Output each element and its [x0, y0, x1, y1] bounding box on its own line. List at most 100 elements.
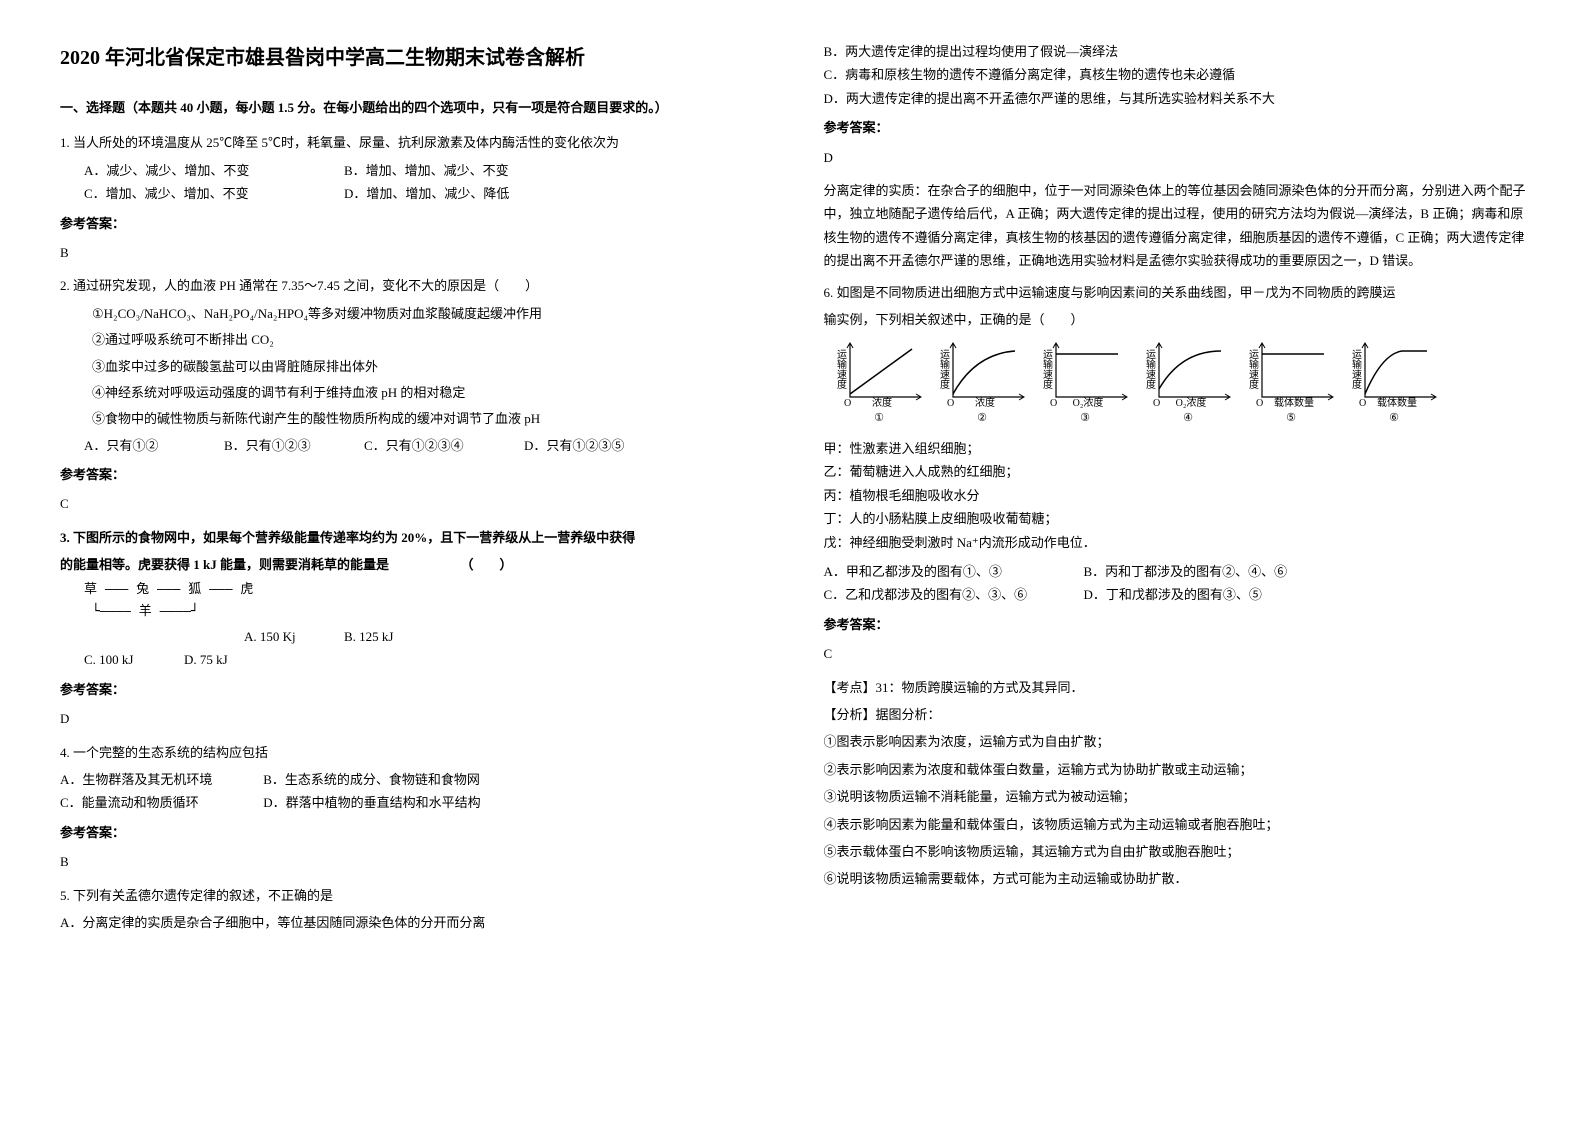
svg-text:运输速度: 运输速度: [1349, 349, 1361, 390]
q3-diagram2: └———— 羊 ————┘: [60, 603, 764, 621]
q2-s1: ①H₂CO₃/NaHCO₃、NaH₂PO₄/Na₂HPO₄等多对缓冲物质对血浆酸…: [84, 302, 764, 325]
q4-opt-a: A．生物群落及其无机环境: [60, 768, 260, 791]
right-column: B．两大遗传定律的提出过程均使用了假说—演绎法 C．病毒和原核生物的遗传不遵循分…: [824, 40, 1528, 1082]
q2-ans: C: [60, 492, 764, 515]
q4-text: 4. 一个完整的生态系统的结构应包括: [60, 741, 764, 764]
q6-fenxi: 【分析】据图分析：: [824, 703, 1528, 726]
ans-label: 参考答案：: [824, 116, 1528, 139]
q6-opt-c: C．乙和戊都涉及的图有②、③、⑥: [824, 583, 1084, 606]
svg-text:O: O: [844, 398, 851, 409]
q3-opt-a: A. 150 Kj: [244, 625, 344, 648]
ans-label: 参考答案：: [824, 613, 1528, 636]
q6-e1: ①图表示影响因素为浓度，运输方式为自由扩散；: [824, 730, 1528, 753]
svg-text:O: O: [1256, 398, 1263, 409]
svg-text:O: O: [1153, 398, 1160, 409]
q6-ans: C: [824, 642, 1528, 665]
q6-kaodian: 【考点】31：物质跨膜运输的方式及其异同．: [824, 676, 1528, 699]
q1-opt-d: D．增加、增加、减少、降低: [344, 182, 544, 205]
q6-e6: ⑥说明该物质运输需要载体，方式可能为主动运输或协助扩散．: [824, 867, 1528, 890]
question-4: 4. 一个完整的生态系统的结构应包括 A．生物群落及其无机环境 B．生态系统的成…: [60, 741, 764, 874]
q6-bing: 丙：植物根毛细胞吸收水分: [824, 484, 1528, 507]
ans-label: 参考答案：: [60, 821, 764, 844]
chart-label: ②: [935, 409, 1030, 429]
question-5: 5. 下列有关孟德尔遗传定律的叙述，不正确的是 A．分离定律的实质是杂合子细胞中…: [60, 884, 764, 935]
ans-label: 参考答案：: [60, 678, 764, 701]
chart-label: ④: [1141, 409, 1236, 429]
ans-label: 参考答案：: [60, 212, 764, 235]
q6-e2: ②表示影响因素为浓度和载体蛋白数量，运输方式为协助扩散或主动运输；: [824, 758, 1528, 781]
q2-text: 2. 通过研究发现，人的血液 PH 通常在 7.35～7.45 之间，变化不大的…: [60, 274, 764, 297]
q5-opt-d: D．两大遗传定律的提出离不开孟德尔严谨的思维，与其所选实验材料关系不大: [824, 87, 1528, 110]
svg-text:运输速度: 运输速度: [1143, 349, 1155, 390]
q6-yi: 乙：葡萄糖进入人成熟的红细胞；: [824, 460, 1528, 483]
q6-opt-a: A．甲和乙都涉及的图有①、③: [824, 560, 1084, 583]
svg-text:运输速度: 运输速度: [1040, 349, 1052, 390]
svg-text:浓度: 浓度: [872, 396, 892, 409]
q5-text: 5. 下列有关孟德尔遗传定律的叙述，不正确的是: [60, 884, 764, 907]
title: 2020 年河北省保定市雄县昝岗中学高二生物期末试卷含解析: [60, 40, 764, 76]
q6-ding: 丁：人的小肠粘膜上皮细胞吸收葡萄糖；: [824, 507, 1528, 530]
question-6: 6. 如图是不同物质进出细胞方式中运输速度与影响因素间的关系曲线图，甲－戊为不同…: [824, 281, 1528, 891]
svg-text:O₂浓度: O₂浓度: [1175, 396, 1206, 409]
q2-s2: ②通过呼吸系统可不断排出 CO₂: [84, 328, 764, 351]
chart-label: ①: [832, 409, 927, 429]
svg-text:O: O: [1359, 398, 1366, 409]
question-2: 2. 通过研究发现，人的血液 PH 通常在 7.35～7.45 之间，变化不大的…: [60, 274, 764, 516]
q6-e5: ⑤表示载体蛋白不影响该物质运输，其运输方式为自由扩散或胞吞胞吐；: [824, 840, 1528, 863]
question-3: 3. 下图所示的食物网中，如果每个营养级能量传递率均约为 20%，且下一营养级从…: [60, 526, 764, 731]
svg-text:浓度: 浓度: [975, 396, 995, 409]
svg-text:载体数量: 载体数量: [1274, 396, 1314, 409]
q6-charts: 运输速度O浓度①运输速度O浓度②运输速度OO₂浓度③运输速度OO₂浓度④运输速度…: [824, 339, 1528, 429]
q1-opt-a: A．减少、减少、增加、不变: [84, 159, 284, 182]
q2-opt-b: B．只有①②③: [224, 434, 364, 457]
q5-opt-b: B．两大遗传定律的提出过程均使用了假说—演绎法: [824, 40, 1528, 63]
chart-3: 运输速度 O O₂浓度③: [1038, 339, 1133, 429]
svg-text:O₂浓度: O₂浓度: [1072, 396, 1103, 409]
q5-opt-a: A．分离定律的实质是杂合子细胞中，等位基因随同源染色体的分开而分离: [60, 911, 764, 934]
svg-text:O: O: [1050, 398, 1057, 409]
q3-opt-c: C. 100 kJ: [84, 648, 184, 671]
q1-text: 1. 当人所处的环境温度从 25℃降至 5℃时，耗氧量、尿量、抗利尿激素及体内酶…: [60, 131, 764, 154]
q6-wu: 戊：神经细胞受刺激时 Na⁺内流形成动作电位．: [824, 531, 1528, 554]
q5-ans: D: [824, 146, 1528, 169]
ans-label: 参考答案：: [60, 463, 764, 486]
chart-1: 运输速度 O 浓度①: [832, 339, 927, 429]
q6-opt-d: D．丁和戊都涉及的图有③、⑤: [1084, 583, 1262, 606]
section-header: 一、选择题（本题共 40 小题，每小题 1.5 分。在每小题给出的四个选项中，只…: [60, 96, 764, 119]
svg-text:O: O: [947, 398, 954, 409]
q2-opt-c: C．只有①②③④: [364, 434, 524, 457]
q3-diagram1: 草 ——— 兔 ——— 狐 ——— 虎: [60, 581, 764, 599]
q6-opt-b: B．丙和丁都涉及的图有②、④、⑥: [1084, 560, 1288, 583]
svg-text:运输速度: 运输速度: [834, 349, 846, 390]
q5-explain: 分离定律的实质：在杂合子的细胞中，位于一对同源染色体上的等位基因会随同源染色体的…: [824, 179, 1528, 273]
svg-text:载体数量: 载体数量: [1377, 396, 1417, 409]
chart-4: 运输速度 O O₂浓度④: [1141, 339, 1236, 429]
q3-ans: D: [60, 707, 764, 730]
question-1: 1. 当人所处的环境温度从 25℃降至 5℃时，耗氧量、尿量、抗利尿激素及体内酶…: [60, 131, 764, 264]
q4-ans: B: [60, 850, 764, 873]
svg-text:运输速度: 运输速度: [937, 349, 949, 390]
chart-6: 运输速度 O 载体数量⑥: [1347, 339, 1442, 429]
q6-jia: 甲：性激素进入组织细胞；: [824, 437, 1528, 460]
chart-label: ③: [1038, 409, 1133, 429]
q2-s3: ③血浆中过多的碳酸氢盐可以由肾脏随尿排出体外: [84, 355, 764, 378]
svg-text:运输速度: 运输速度: [1246, 349, 1258, 390]
q6-e4: ④表示影响因素为能量和载体蛋白，该物质运输方式为主动运输或者胞吞胞吐；: [824, 813, 1528, 836]
q1-ans: B: [60, 241, 764, 264]
left-column: 2020 年河北省保定市雄县昝岗中学高二生物期末试卷含解析 一、选择题（本题共 …: [60, 40, 764, 1082]
q6-text2: 输实例，下列相关叙述中，正确的是（ ）: [824, 308, 1528, 331]
q4-opt-d: D．群落中植物的垂直结构和水平结构: [263, 795, 480, 810]
q3-opt-d: D. 75 kJ: [184, 648, 228, 671]
q1-opt-c: C．增加、减少、增加、不变: [84, 182, 284, 205]
q4-opt-b: B．生态系统的成分、食物链和食物网: [263, 772, 480, 787]
q5-opt-c: C．病毒和原核生物的遗传不遵循分离定律，真核生物的遗传也未必遵循: [824, 63, 1528, 86]
q3-text1: 3. 下图所示的食物网中，如果每个营养级能量传递率均约为 20%，且下一营养级从…: [60, 526, 764, 549]
q6-text1: 6. 如图是不同物质进出细胞方式中运输速度与影响因素间的关系曲线图，甲－戊为不同…: [824, 281, 1528, 304]
chart-label: ⑥: [1347, 409, 1442, 429]
q2-opt-d: D．只有①②③⑤: [524, 434, 624, 457]
chart-5: 运输速度O载体数量⑤: [1244, 339, 1339, 429]
chart-2: 运输速度 O 浓度②: [935, 339, 1030, 429]
q2-s5: ⑤食物中的碱性物质与新陈代谢产生的酸性物质所构成的缓冲对调节了血液 pH: [84, 407, 764, 430]
q6-e3: ③说明该物质运输不消耗能量，运输方式为被动运输；: [824, 785, 1528, 808]
q1-opt-b: B．增加、增加、减少、不变: [344, 159, 544, 182]
